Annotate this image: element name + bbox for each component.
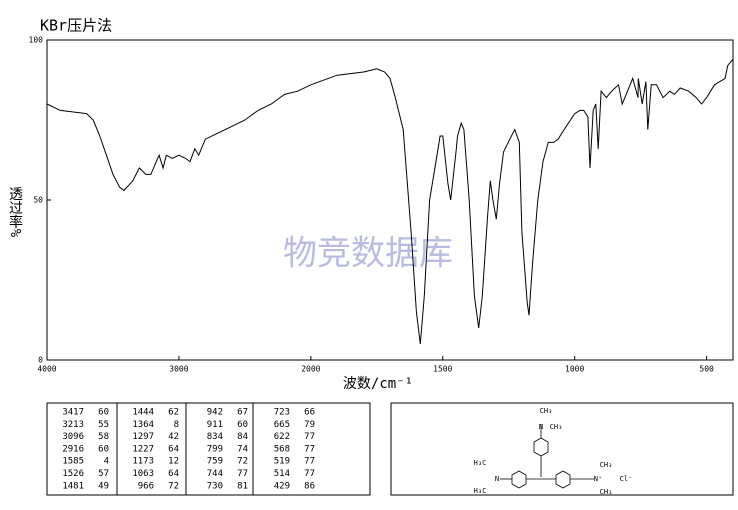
peak-transmittance: 72 [168, 481, 179, 491]
structure-label: H₃C [474, 487, 487, 495]
peak-transmittance: 57 [98, 469, 109, 479]
peak-transmittance: 58 [98, 432, 109, 442]
peak-wavenumber: 622 [274, 432, 290, 442]
x-tick-label: 500 [699, 365, 714, 374]
x-tick-label: 1500 [433, 365, 452, 374]
structure-label: CH₃ [600, 461, 613, 469]
x-tick-label: 2000 [301, 365, 320, 374]
peak-transmittance: 12 [168, 457, 179, 467]
structure-label: CH₃ [540, 407, 553, 415]
peak-wavenumber: 834 [207, 432, 223, 442]
y-tick-label: 100 [29, 36, 44, 45]
peak-wavenumber: 2916 [62, 444, 84, 454]
peak-transmittance: 67 [237, 408, 248, 418]
peak-wavenumber: 1364 [132, 420, 154, 430]
peak-transmittance: 77 [304, 457, 315, 467]
peak-wavenumber: 966 [138, 481, 154, 491]
chart-title: KBr压片法 [40, 17, 112, 35]
peak-wavenumber: 3417 [62, 408, 84, 418]
peak-wavenumber: 730 [207, 481, 223, 491]
peak-transmittance: 77 [304, 469, 315, 479]
structure-label: CH₃ [550, 423, 563, 431]
peak-wavenumber: 1227 [132, 444, 154, 454]
watermark: 物竞数据库 [283, 234, 453, 274]
y-tick-label: 50 [33, 196, 43, 205]
peak-wavenumber: 942 [207, 408, 223, 418]
peak-wavenumber: 1173 [132, 457, 154, 467]
peak-wavenumber: 1063 [132, 469, 154, 479]
peak-wavenumber: 744 [207, 469, 223, 479]
peak-transmittance: 62 [168, 408, 179, 418]
peak-transmittance: 8 [174, 420, 179, 430]
peak-transmittance: 86 [304, 481, 315, 491]
peak-transmittance: 60 [98, 408, 109, 418]
peak-wavenumber: 759 [207, 457, 223, 467]
peak-transmittance: 77 [304, 444, 315, 454]
x-tick-label: 4000 [37, 365, 56, 374]
x-axis-label: 波数/cm⁻¹ [343, 376, 413, 392]
peak-wavenumber: 1585 [62, 457, 84, 467]
plot-frame [46, 39, 734, 361]
structure-frame [390, 402, 734, 496]
peak-transmittance: 79 [304, 420, 315, 430]
peak-wavenumber: 911 [207, 420, 223, 430]
peak-wavenumber: 1481 [62, 481, 84, 491]
structure-label: N⁺ [594, 475, 602, 483]
peak-wavenumber: 723 [274, 408, 290, 418]
structure-label: N [539, 423, 543, 431]
peak-wavenumber: 519 [274, 457, 290, 467]
peak-wavenumber: 3096 [62, 432, 84, 442]
peak-transmittance: 72 [237, 457, 248, 467]
table-frame [46, 402, 371, 496]
peak-wavenumber: 1444 [132, 408, 154, 418]
peak-wavenumber: 514 [274, 469, 290, 479]
structure-label: N [495, 475, 499, 483]
structure-label: CH₃ [600, 488, 613, 496]
spectrum-line [46, 58, 734, 345]
structure-bonds [500, 424, 594, 489]
y-axis-label: 透过率% [7, 187, 23, 238]
peak-transmittance: 4 [104, 457, 109, 467]
x-tick-label: 3000 [169, 365, 188, 374]
peak-transmittance: 77 [237, 469, 248, 479]
peak-transmittance: 74 [237, 444, 248, 454]
peak-wavenumber: 1297 [132, 432, 154, 442]
peak-wavenumber: 799 [207, 444, 223, 454]
peak-transmittance: 60 [98, 444, 109, 454]
peak-transmittance: 49 [98, 481, 109, 491]
peak-transmittance: 77 [304, 432, 315, 442]
structure-label: H₃C [474, 459, 487, 467]
peak-wavenumber: 429 [274, 481, 290, 491]
x-tick-label: 1000 [565, 365, 584, 374]
peak-transmittance: 84 [237, 432, 248, 442]
peak-transmittance: 81 [237, 481, 248, 491]
peak-transmittance: 66 [304, 408, 315, 418]
peak-transmittance: 42 [168, 432, 179, 442]
peak-wavenumber: 1526 [62, 469, 84, 479]
peak-transmittance: 64 [168, 469, 179, 479]
peak-wavenumber: 3213 [62, 420, 84, 430]
peak-transmittance: 64 [168, 444, 179, 454]
y-tick-label: 0 [38, 356, 43, 365]
structure-label: Cl⁻ [620, 475, 633, 483]
peak-transmittance: 55 [98, 420, 109, 430]
peak-wavenumber: 568 [274, 444, 290, 454]
peak-transmittance: 60 [237, 420, 248, 430]
peak-wavenumber: 665 [274, 420, 290, 430]
